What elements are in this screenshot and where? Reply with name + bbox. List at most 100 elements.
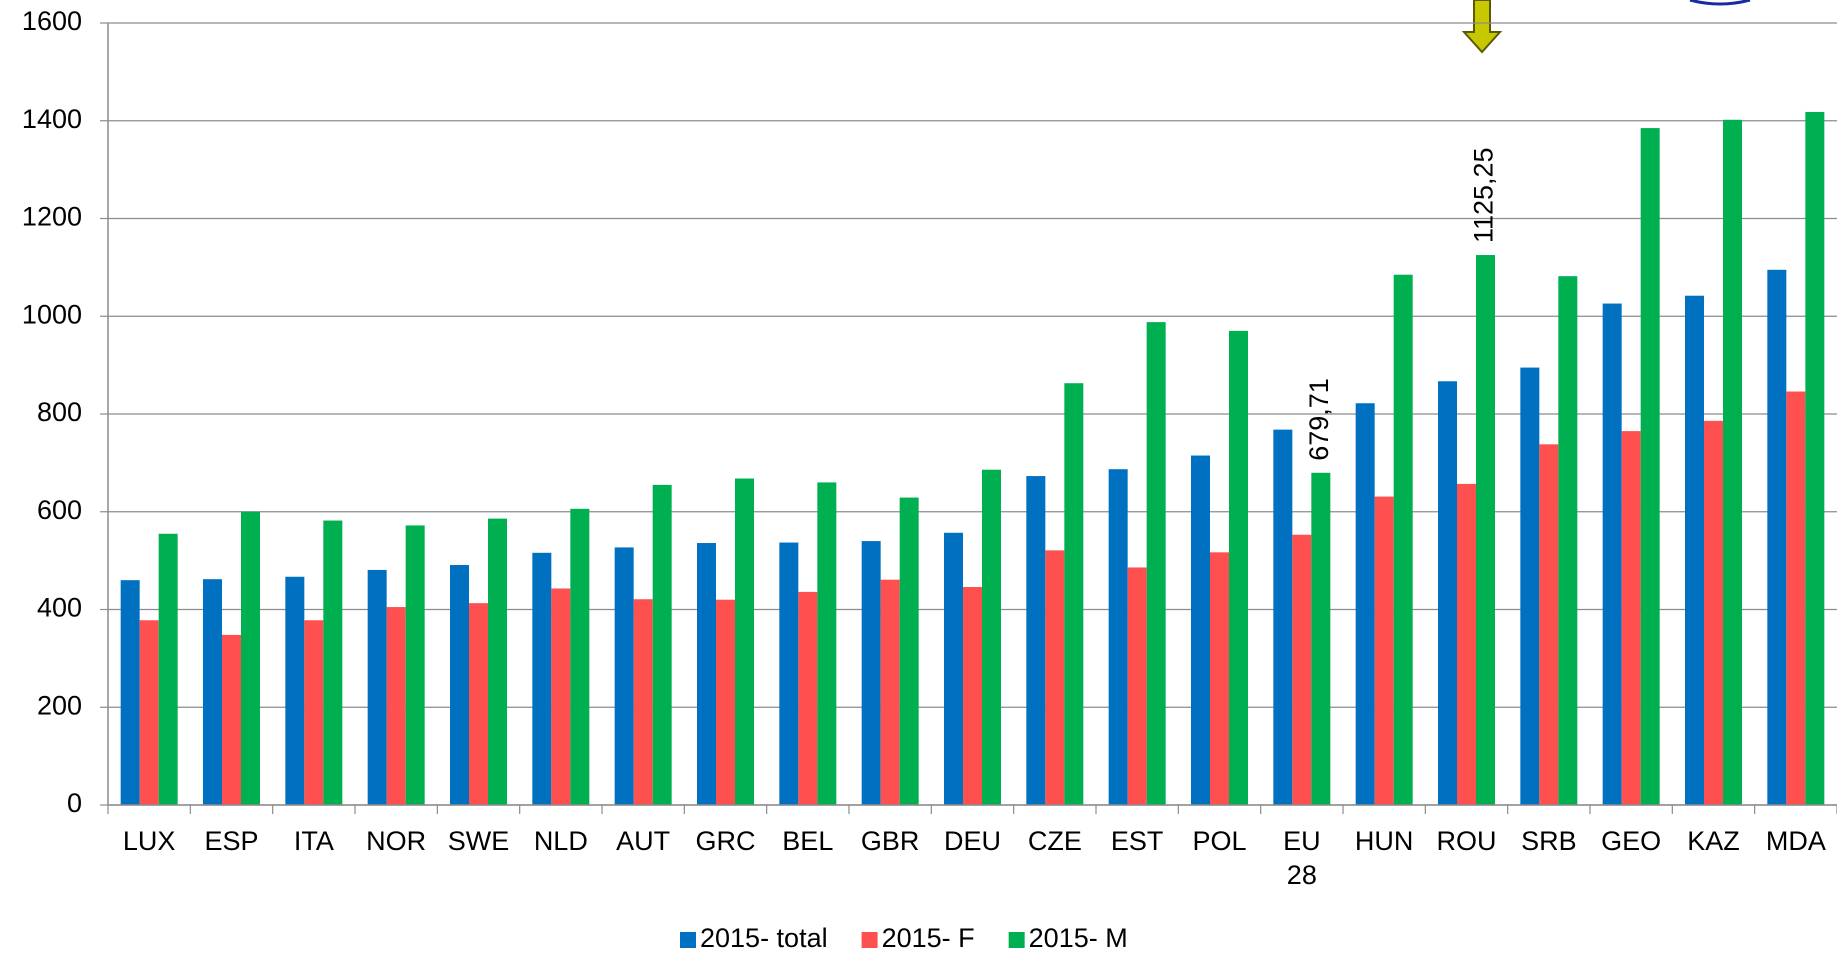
bar: [1311, 472, 1331, 805]
legend-label: 2015- F: [882, 923, 975, 953]
bar: [944, 532, 963, 805]
bar: [1558, 276, 1578, 805]
bar: [1685, 295, 1704, 805]
bar: [779, 542, 799, 805]
bar: [1146, 322, 1166, 805]
bar: [1064, 383, 1084, 805]
bar: [1476, 255, 1495, 805]
arrow: [1461, 0, 1503, 54]
x-tick-label: BEL: [782, 826, 833, 856]
x-tick-label: EU 28: [1283, 826, 1321, 890]
bar: [716, 599, 735, 805]
x-tick-label: POL: [1192, 826, 1246, 856]
bar: [139, 620, 159, 805]
legend-swatch: [1008, 932, 1025, 948]
x-tick-label: ROU: [1437, 826, 1497, 856]
bar: [1539, 444, 1559, 805]
y-tick-label: 1600: [22, 6, 82, 36]
bar: [532, 552, 552, 805]
bar: [1229, 330, 1248, 805]
bar: [817, 482, 837, 805]
legend-label: 2015- total: [700, 923, 828, 953]
bar: [1786, 391, 1806, 805]
bar: [1108, 469, 1128, 805]
bar: [1767, 269, 1787, 806]
bar: [1191, 455, 1210, 805]
y-tick-label: 800: [37, 397, 82, 427]
bar: [158, 533, 178, 805]
x-tick-label: ITA: [294, 826, 334, 856]
bar: [1127, 567, 1147, 805]
bar: [1292, 534, 1312, 805]
bar: [120, 580, 140, 805]
x-tick-label: SRB: [1521, 826, 1577, 856]
bar: [405, 525, 425, 805]
bar: [1805, 111, 1825, 805]
x-tick-label: LUX: [123, 826, 176, 856]
bar: [469, 603, 488, 805]
bar: [861, 541, 881, 805]
bar: [1210, 552, 1229, 805]
x-tick-label: KAZ: [1687, 826, 1740, 856]
bar: [1621, 431, 1641, 805]
bar: [1704, 420, 1723, 805]
x-tick-label: GEO: [1601, 826, 1661, 856]
bar: [1393, 274, 1413, 805]
legend-label: 2015- M: [1029, 923, 1128, 953]
bar: [614, 547, 634, 805]
bar: [1045, 550, 1065, 805]
bar: [241, 511, 260, 805]
bar: [1026, 476, 1046, 805]
bar: [633, 599, 653, 805]
x-tick-label: GRC: [696, 826, 756, 856]
bar: [899, 497, 919, 805]
x-tick-label: GBR: [861, 826, 920, 856]
x-tick-label: HUN: [1355, 826, 1414, 856]
bar: [304, 620, 324, 805]
bar: [1438, 381, 1457, 805]
data-label: 679,71: [1304, 378, 1334, 461]
bar: [880, 579, 900, 805]
bar: [222, 634, 241, 805]
logo-fragment: [1689, 0, 1751, 6]
bar: [488, 518, 507, 805]
x-tick-label: MDA: [1766, 826, 1826, 856]
data-label: 1125,25: [1469, 147, 1499, 243]
legend-swatch: [680, 932, 696, 948]
bar: [1520, 367, 1540, 805]
y-tick-label: 1400: [22, 104, 82, 134]
x-tick-label: NLD: [534, 826, 588, 856]
bar: [1640, 128, 1660, 806]
y-tick-label: 200: [37, 690, 82, 720]
x-tick-label: ESP: [204, 826, 258, 856]
bar: [570, 508, 590, 805]
bar: [1457, 483, 1476, 805]
bar: [982, 469, 1001, 805]
arrow-annotation: [1461, 0, 1503, 54]
bar: [697, 543, 716, 805]
y-tick-label: 1200: [22, 202, 82, 232]
y-tick-label: 600: [37, 495, 82, 525]
bar: [1355, 403, 1375, 805]
bar: [798, 591, 818, 805]
bar: [367, 569, 387, 805]
bar: [551, 588, 571, 805]
x-tick-label: SWE: [448, 826, 510, 856]
bar: [1723, 119, 1742, 805]
x-tick-label: DEU: [944, 826, 1001, 856]
y-tick-label: 1000: [22, 299, 82, 329]
bar: [1374, 496, 1394, 805]
bar: [285, 576, 305, 805]
bar: [323, 520, 343, 805]
bar: [386, 607, 406, 805]
bar: [652, 484, 672, 805]
legend-swatch: [861, 932, 878, 948]
bar: [203, 579, 222, 805]
bar: [1273, 429, 1293, 805]
bar: [1602, 303, 1622, 805]
x-tick-label: CZE: [1028, 826, 1082, 856]
bar: [450, 565, 469, 805]
y-tick-label: 0: [67, 788, 82, 818]
